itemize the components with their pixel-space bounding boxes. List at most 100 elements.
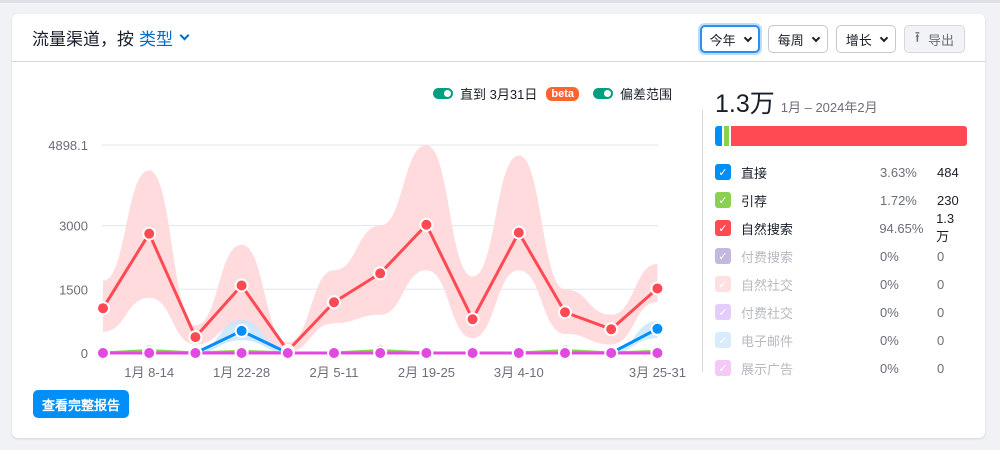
- data-point[interactable]: [280, 346, 295, 360]
- checkbox-icon[interactable]: ✓: [715, 192, 731, 208]
- header-controls: 今年 每周 增长 ⭱ 导出: [699, 25, 965, 53]
- channel-name: 自然社交: [741, 277, 794, 293]
- chevron-down-icon: [743, 33, 752, 42]
- data-point[interactable]: [604, 346, 619, 360]
- data-point[interactable]: [373, 266, 388, 281]
- data-point[interactable]: [188, 330, 203, 345]
- channel-percent: 0%: [880, 360, 899, 376]
- data-point[interactable]: [234, 346, 249, 360]
- channel-percent: 0%: [880, 276, 899, 292]
- type-dropdown-label: 类型: [139, 30, 173, 49]
- line-chart[interactable]: 0 1500 3000 4898.1 1月 8-14 1月 22-28 2月 5-11 2月 …: [12, 62, 692, 382]
- x-tick-label: 1月 8-14: [124, 365, 174, 380]
- data-point[interactable]: [373, 346, 388, 360]
- data-point[interactable]: [142, 346, 157, 360]
- type-dropdown[interactable]: 类型: [139, 25, 190, 50]
- chevron-down-icon: [811, 33, 820, 42]
- channel-list: ✓ 直接 3.63% 484 ✓ 引荐 1.72% 230 ✓ 自然搜索 94.65% 1.3万 ✓ 付费…: [715, 158, 967, 382]
- total-value: 1.3万: [715, 90, 775, 118]
- title-prefix: 流量渠道，按: [32, 30, 134, 49]
- channel-row: ✓ 电子邮件 0% 0: [715, 326, 967, 354]
- channel-value: 0: [937, 248, 945, 264]
- data-point[interactable]: [96, 346, 110, 360]
- channel-value: 230: [937, 192, 959, 208]
- data-point[interactable]: [650, 346, 665, 360]
- channel-row: ✓ 自然社交 0% 0: [715, 270, 967, 298]
- vertical-divider: [702, 110, 703, 372]
- data-point[interactable]: [234, 323, 249, 338]
- channel-value: 1.3万: [936, 211, 955, 244]
- data-point[interactable]: [419, 217, 434, 232]
- checkbox-icon[interactable]: ✓: [715, 304, 731, 320]
- chart-toggles: 直到 3月31日 beta 偏差范围: [433, 84, 672, 103]
- toggle-switch-icon: [592, 88, 613, 99]
- view-full-report-button[interactable]: 查看完整报告: [33, 390, 130, 418]
- share-segment: [724, 126, 730, 146]
- channel-percent: 3.63%: [880, 164, 917, 180]
- chevron-down-icon: [879, 33, 888, 42]
- channel-name: 直接: [741, 165, 768, 181]
- metric-label: 增长: [845, 32, 872, 48]
- data-point[interactable]: [327, 346, 341, 360]
- channel-name: 付费搜索: [741, 249, 794, 265]
- deviation-label: 偏差范围: [619, 87, 672, 102]
- data-point[interactable]: [419, 346, 434, 360]
- until-toggle[interactable]: 直到 3月31日 beta: [433, 84, 579, 103]
- share-bar: [715, 126, 967, 146]
- channel-name: 自然搜索: [740, 221, 793, 237]
- checkbox-icon[interactable]: ✓: [715, 248, 731, 264]
- chevron-down-icon: [179, 30, 190, 41]
- period-dropdown[interactable]: 今年: [699, 25, 760, 53]
- checkbox-icon[interactable]: ✓: [715, 164, 731, 180]
- checkbox-icon[interactable]: ✓: [715, 360, 731, 376]
- channel-row: ✓ 展示广告 0% 0: [715, 354, 967, 382]
- granularity-label: 每周: [777, 32, 804, 48]
- data-point[interactable]: [465, 346, 480, 360]
- data-point[interactable]: [650, 281, 665, 296]
- data-point[interactable]: [234, 278, 249, 293]
- channel-row: ✓ 直接 3.63% 484: [715, 158, 967, 186]
- export-label: 导出: [927, 32, 954, 48]
- export-button[interactable]: ⭱ 导出: [903, 25, 965, 53]
- data-point[interactable]: [465, 312, 480, 327]
- channel-row: ✓ 自然搜索 94.65% 1.3万: [715, 211, 967, 244]
- channel-row: ✓ 付费搜索 0% 0: [715, 242, 967, 270]
- deviation-toggle[interactable]: 偏差范围: [592, 84, 672, 103]
- data-point[interactable]: [511, 225, 526, 240]
- data-point[interactable]: [188, 346, 203, 360]
- data-point[interactable]: [604, 322, 619, 337]
- x-tick-label: 2月 19-25: [398, 365, 455, 380]
- data-point[interactable]: [142, 226, 157, 241]
- channel-row: ✓ 付费社交 0% 0: [715, 298, 967, 326]
- channel-value: 0: [937, 304, 945, 320]
- date-range: 1月 – 2024年2月: [780, 100, 878, 115]
- checkbox-icon[interactable]: ✓: [715, 332, 731, 348]
- data-point[interactable]: [650, 321, 665, 336]
- chart-area: 直到 3月31日 beta 偏差范围 0 1500 3000 4898.1 1月 8-1…: [12, 62, 692, 382]
- data-point[interactable]: [558, 346, 572, 360]
- granularity-dropdown[interactable]: 每周: [767, 25, 828, 53]
- x-tick-label: 2月 5-11: [310, 365, 359, 380]
- checkbox-icon[interactable]: ✓: [715, 220, 731, 236]
- until-label: 直到 3月31日: [460, 87, 538, 102]
- top-strip: [0, 0, 1000, 3]
- channel-name: 展示广告: [741, 361, 794, 377]
- data-point[interactable]: [327, 295, 341, 310]
- channel-percent: 1.72%: [880, 192, 917, 208]
- channel-value: 0: [937, 360, 945, 376]
- period-label: 今年: [709, 32, 736, 48]
- data-point[interactable]: [96, 301, 110, 316]
- channel-name: 电子邮件: [741, 333, 794, 349]
- toggle-switch-icon: [433, 88, 454, 99]
- checkbox-icon[interactable]: ✓: [715, 276, 731, 292]
- channel-name: 引荐: [741, 193, 768, 209]
- data-point[interactable]: [511, 346, 526, 360]
- deviation-band: [103, 145, 658, 352]
- summary-panel: 1.3万 1月 – 2024年2月 ✓ 直接 3.63% 484 ✓ 引荐 1.72% 230…: [715, 84, 967, 382]
- channel-value: 0: [937, 276, 945, 292]
- traffic-channels-card: 流量渠道，按 类型 今年 每周 增长 ⭱ 导出: [12, 14, 985, 438]
- metric-dropdown[interactable]: 增长: [835, 25, 896, 53]
- channel-name: 付费社交: [741, 305, 794, 321]
- data-point[interactable]: [558, 305, 572, 320]
- channel-percent: 0%: [880, 248, 899, 264]
